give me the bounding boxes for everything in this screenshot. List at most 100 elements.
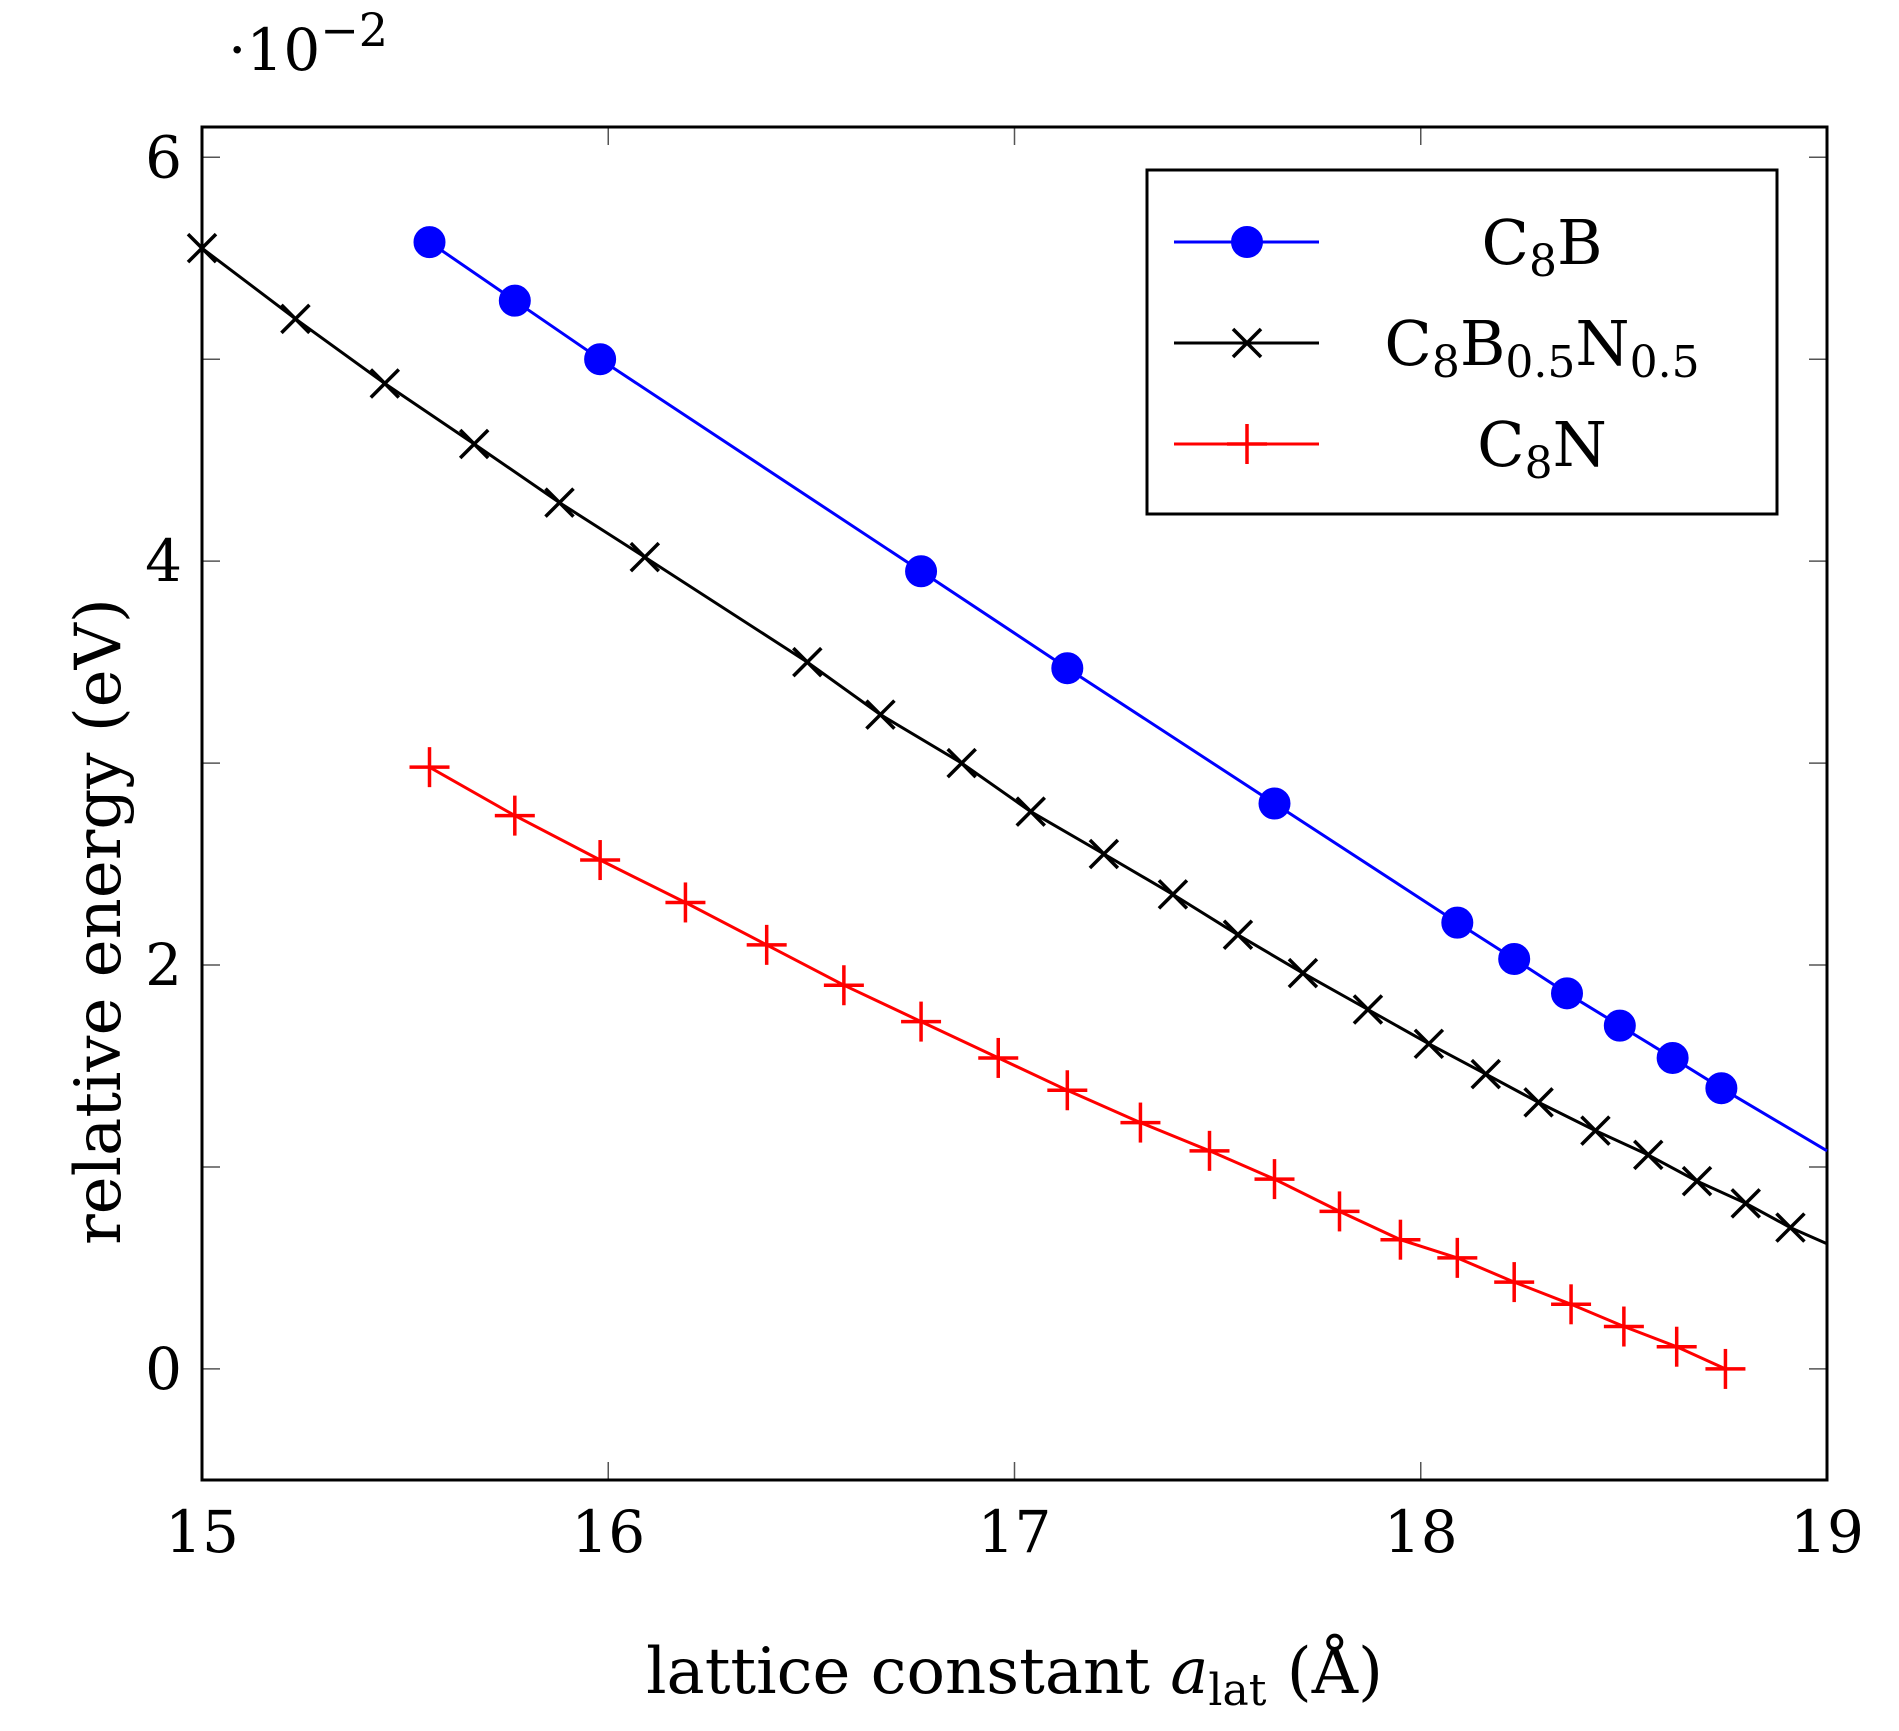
marker-stroke bbox=[1015, 796, 1046, 827]
legend-entry-1: C8B bbox=[1174, 206, 1603, 287]
x-axis-title-unit: (Å) bbox=[1266, 1634, 1383, 1709]
legend-label: C8N bbox=[1477, 408, 1607, 489]
legend-subscript: 8 bbox=[1525, 438, 1553, 489]
marker-stroke bbox=[1413, 1028, 1445, 1060]
data-point bbox=[1120, 1102, 1161, 1143]
data-point bbox=[369, 368, 401, 399]
data-point bbox=[1633, 1139, 1664, 1171]
marker-stroke bbox=[1580, 1115, 1611, 1146]
series-line bbox=[201, 247, 1828, 1246]
data-point bbox=[1580, 1115, 1611, 1146]
x-tick-label: 19 bbox=[1790, 1498, 1864, 1566]
marker-stroke bbox=[458, 428, 490, 460]
legend-text-part: B bbox=[1557, 206, 1603, 279]
marker-stroke bbox=[369, 368, 401, 399]
multiplier-base: ·10 bbox=[228, 16, 320, 84]
data-point bbox=[1287, 957, 1319, 989]
data-point bbox=[1656, 1326, 1697, 1367]
data-point bbox=[280, 303, 311, 335]
data-point bbox=[1705, 1348, 1746, 1389]
data-point bbox=[1523, 1087, 1554, 1118]
marker-stroke bbox=[544, 487, 575, 518]
data-point bbox=[1088, 838, 1120, 870]
marker-stroke bbox=[1681, 1165, 1713, 1197]
legend-text-part: B bbox=[1460, 307, 1506, 380]
data-point bbox=[1551, 977, 1583, 1010]
data-point bbox=[1441, 906, 1474, 939]
data-point bbox=[1157, 879, 1189, 910]
data-point bbox=[1494, 1262, 1535, 1303]
data-point bbox=[978, 1037, 1019, 1078]
data-point bbox=[629, 541, 661, 573]
data-point bbox=[584, 343, 617, 376]
legend-marker bbox=[1231, 327, 1263, 359]
marker-stroke bbox=[280, 303, 311, 335]
labels-layer: 15 16 17 18 19 0 2 4 6 ·10−2 lattice constant alat… bbox=[62, 3, 1864, 1716]
marker-stroke bbox=[865, 699, 896, 730]
data-point bbox=[1551, 1284, 1592, 1325]
data-point bbox=[1470, 1058, 1501, 1090]
series-3 bbox=[409, 747, 1746, 1389]
data-point bbox=[901, 1001, 942, 1042]
data-point bbox=[1730, 1188, 1761, 1219]
data-point bbox=[1498, 942, 1531, 975]
data-point bbox=[1437, 1237, 1478, 1278]
data-point bbox=[1656, 1041, 1689, 1074]
marker-stroke bbox=[1633, 1139, 1664, 1171]
axes bbox=[200, 125, 1829, 1482]
legend-subscript: 8 bbox=[1529, 236, 1557, 287]
marker-stroke bbox=[1523, 1087, 1554, 1118]
x-axis-title-var: a bbox=[1170, 1635, 1208, 1709]
legend-text-part: N bbox=[1553, 408, 1607, 481]
data-point bbox=[1603, 1009, 1636, 1042]
legend-subscript: 0.5 bbox=[1630, 337, 1700, 388]
data-point bbox=[498, 284, 531, 317]
marker-stroke bbox=[1730, 1188, 1761, 1219]
data-point bbox=[1413, 1028, 1445, 1060]
x-tick-label: 18 bbox=[1384, 1498, 1458, 1566]
data-point bbox=[544, 487, 575, 518]
data-point bbox=[1705, 1072, 1738, 1105]
legend-marker bbox=[1231, 226, 1263, 258]
marker-stroke bbox=[1088, 838, 1120, 870]
legend-text-part: C bbox=[1384, 307, 1431, 380]
series-2 bbox=[186, 232, 1828, 1246]
data-point bbox=[1775, 1212, 1806, 1243]
data-point bbox=[1222, 919, 1254, 950]
marker-stroke bbox=[1470, 1058, 1501, 1090]
data-point bbox=[1051, 652, 1084, 685]
data-point bbox=[905, 555, 938, 588]
legend-subscript: 0.5 bbox=[1505, 337, 1575, 388]
data-point bbox=[458, 428, 490, 460]
legend-subscript: 8 bbox=[1432, 337, 1460, 388]
data-point bbox=[1047, 1070, 1088, 1111]
data-point bbox=[823, 965, 864, 1006]
multiplier-exponent: −2 bbox=[320, 3, 388, 57]
data-point bbox=[792, 646, 823, 678]
data-point bbox=[494, 795, 535, 836]
data-point bbox=[665, 882, 706, 923]
legend-text-part: N bbox=[1575, 307, 1629, 380]
data-point bbox=[1352, 994, 1384, 1025]
y-tick-label: 2 bbox=[145, 931, 182, 999]
marker-stroke bbox=[792, 646, 823, 678]
data-point bbox=[1319, 1191, 1360, 1232]
marker-stroke bbox=[629, 541, 661, 573]
y-axis-title: relative energy (eV) bbox=[62, 598, 136, 1245]
legend-label: C8B0.5N0.5 bbox=[1384, 307, 1699, 388]
x-tick-label: 16 bbox=[571, 1498, 645, 1566]
x-axis-title-sub: lat bbox=[1208, 1665, 1266, 1716]
data-point bbox=[1189, 1130, 1230, 1171]
legend-entry-3: C8N bbox=[1174, 408, 1607, 489]
y-tick-label: 6 bbox=[145, 123, 182, 191]
y-tick-label: 4 bbox=[145, 527, 182, 595]
marker-stroke bbox=[946, 747, 977, 779]
data-point bbox=[865, 699, 896, 730]
marker-stroke bbox=[1231, 327, 1263, 359]
data-point bbox=[1015, 796, 1046, 827]
data-point bbox=[746, 924, 787, 965]
x-axis-title: lattice constant alat (Å) bbox=[646, 1634, 1383, 1716]
data-point bbox=[1380, 1219, 1421, 1260]
